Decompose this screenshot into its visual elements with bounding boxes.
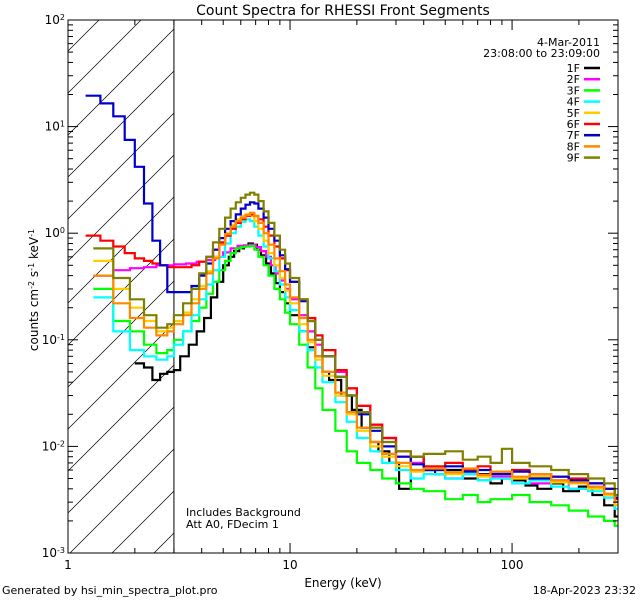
hatch-line	[68, 20, 142, 94]
series-9f	[93, 191, 618, 497]
timestamp-footer: 18-Apr-2023 23:32	[533, 584, 636, 597]
legend-label-5f: 5F	[567, 107, 580, 120]
legend-label-9f: 9F	[567, 152, 580, 165]
time-range-label: 23:08:00 to 23:09:00	[483, 47, 600, 60]
date-label: 4-Mar-2011	[537, 36, 600, 49]
legend-label-7f: 7F	[567, 129, 580, 142]
x-axis-label: Energy (keV)	[304, 576, 381, 590]
hatch-line	[68, 20, 184, 136]
generated-by-footer: Generated by hsi_min_spectra_plot.pro	[2, 584, 218, 597]
y-axis-label: counts cm-2 s-1 keV-1	[27, 229, 42, 351]
y-tick-label: 100	[45, 226, 65, 241]
x-tick-label: 1	[64, 558, 72, 572]
x-tick-label: 10	[282, 558, 297, 572]
y-tick-label: 102	[45, 13, 65, 28]
legend-label-6f: 6F	[567, 118, 580, 131]
y-tick-label: 101	[45, 119, 65, 134]
attenuator-note: Att A0, FDecim 1	[186, 518, 279, 531]
legend-label-8f: 8F	[567, 140, 580, 153]
series-3f	[93, 244, 618, 527]
x-tick-label: 100	[501, 558, 524, 572]
legend-label-1f: 1F	[567, 62, 580, 75]
plot-frame	[67, 19, 619, 554]
background-note: Includes Background	[186, 506, 301, 519]
series-8f	[93, 211, 618, 504]
legend-label-4f: 4F	[567, 96, 580, 109]
y-tick-label: 10-2	[42, 439, 65, 454]
y-tick-label: 10-1	[42, 332, 65, 347]
hatch-line	[68, 20, 226, 178]
y-tick-label: 10-3	[42, 546, 65, 561]
legend-label-2f: 2F	[567, 73, 580, 86]
legend-label-3f: 3F	[567, 84, 580, 97]
axis-ticks: 1 10 100 10-3 10-2 10-1 100 101 102	[42, 13, 619, 572]
chart-title: Count Spectra for RHESSI Front Segments	[196, 3, 490, 19]
series-layer	[85, 94, 618, 527]
